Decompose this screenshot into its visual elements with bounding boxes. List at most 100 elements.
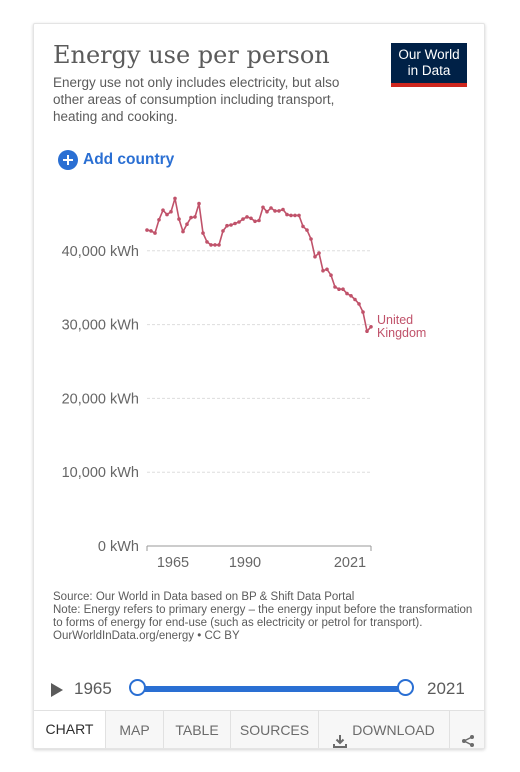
grid-lines <box>147 250 371 473</box>
tab-bar: CHART MAP TABLE SOURCES DOWNLOAD <box>34 710 484 748</box>
data-point <box>301 224 305 229</box>
chart-subtitle: Energy use not only includes electricity… <box>53 75 340 124</box>
x-tick-label: 2021 <box>334 555 366 571</box>
data-point <box>313 254 317 259</box>
data-point <box>293 213 297 218</box>
tab-chart[interactable]: CHART <box>34 711 106 748</box>
data-point <box>161 208 165 212</box>
series-label-line-1: United <box>377 313 413 327</box>
y-tick-label: 0 kWh <box>98 539 139 555</box>
y-axis-ticks: 0 kWh 10,000 kWh 20,000 kWh 30,000 kWh 40,00… <box>62 244 139 555</box>
data-point <box>309 237 313 241</box>
data-point <box>213 243 217 247</box>
tab-download[interactable]: DOWNLOAD <box>319 711 450 748</box>
play-icon[interactable] <box>51 683 63 697</box>
tab-share[interactable] <box>450 711 484 748</box>
chart-footer: Source: Our World in Data based on BP & … <box>53 591 473 643</box>
data-point <box>341 287 345 292</box>
data-point <box>329 273 333 277</box>
data-point <box>333 285 337 289</box>
data-point <box>277 209 281 213</box>
tab-map[interactable]: MAP <box>106 711 164 748</box>
data-point <box>289 213 293 218</box>
data-point <box>349 294 353 298</box>
data-point <box>357 302 361 306</box>
data-point <box>261 205 265 210</box>
add-country-button[interactable]: Add country <box>58 149 174 171</box>
timeline-end-label: 2021 <box>427 679 465 698</box>
data-point <box>145 228 149 232</box>
data-point <box>233 221 237 226</box>
data-point <box>149 229 153 233</box>
data-point <box>245 215 249 219</box>
data-point <box>273 209 277 213</box>
chart-title: Energy use per person <box>53 41 330 69</box>
data-point <box>337 287 341 292</box>
owid-logo[interactable]: Our World in Data <box>391 43 467 87</box>
data-point <box>181 229 185 234</box>
license-link[interactable]: OurWorldInData.org/energy • CC BY <box>53 630 240 642</box>
data-point <box>165 212 169 217</box>
line-chart: 0 kWh 10,000 kWh 20,000 kWh 30,000 kWh 40,00… <box>62 196 426 571</box>
data-point <box>241 217 245 221</box>
timeline-track[interactable] <box>137 686 406 692</box>
series-layer <box>145 196 373 334</box>
data-point <box>185 222 189 226</box>
data-point <box>253 219 257 224</box>
data-point <box>249 216 253 221</box>
data-point <box>205 240 209 244</box>
data-point <box>353 297 357 302</box>
data-point <box>217 243 221 247</box>
data-point <box>317 251 321 255</box>
download-label: DOWNLOAD <box>352 722 435 738</box>
y-tick-label: 30,000 kWh <box>62 318 139 334</box>
data-point <box>229 223 233 227</box>
logo-line-2: in Data <box>407 63 451 78</box>
timeline-start-handle[interactable] <box>129 679 146 696</box>
y-tick-label: 20,000 kWh <box>62 391 139 407</box>
data-point <box>193 215 197 219</box>
data-point <box>285 212 289 217</box>
definition-note: Note: Energy refers to primary energy – … <box>53 604 473 629</box>
x-axis: 1965 1990 2021 <box>146 545 372 571</box>
data-point <box>265 209 269 214</box>
timeline-end-handle[interactable] <box>397 679 414 696</box>
data-point <box>297 213 301 218</box>
data-point <box>177 217 181 221</box>
logo-red-bar <box>391 83 467 87</box>
logo-line-1: Our World <box>398 47 460 62</box>
data-point <box>209 243 213 247</box>
data-point <box>225 223 229 228</box>
series-label-line-2: Kingdom <box>377 326 426 340</box>
tab-sources[interactable]: SOURCES <box>231 711 319 748</box>
data-point <box>269 206 273 210</box>
source-note: Source: Our World in Data based on BP & … <box>53 591 355 603</box>
data-point <box>169 209 173 214</box>
data-point <box>305 228 309 232</box>
add-country-label: Add country <box>83 151 175 168</box>
y-tick-label: 40,000 kWh <box>62 244 139 260</box>
share-icon <box>461 724 475 747</box>
plus-circle-icon <box>58 150 78 170</box>
data-point <box>189 215 193 220</box>
chart-card: Energy use per person Energy use not onl… <box>33 23 485 749</box>
data-point <box>321 268 325 273</box>
x-tick-label: 1990 <box>229 555 261 571</box>
data-point <box>157 218 161 222</box>
data-point <box>173 196 177 201</box>
timeline-start-label: 1965 <box>74 679 112 698</box>
data-point <box>365 329 369 334</box>
data-point <box>237 220 241 224</box>
y-tick-label: 10,000 kWh <box>62 465 139 481</box>
data-point <box>281 207 285 212</box>
data-point <box>197 201 201 206</box>
x-tick-label: 1965 <box>157 555 189 571</box>
data-point <box>325 267 329 272</box>
data-point <box>369 325 373 329</box>
tab-table[interactable]: TABLE <box>164 711 231 748</box>
data-point <box>153 231 157 235</box>
data-point <box>221 229 225 233</box>
data-point <box>257 218 261 223</box>
data-point <box>201 231 205 235</box>
